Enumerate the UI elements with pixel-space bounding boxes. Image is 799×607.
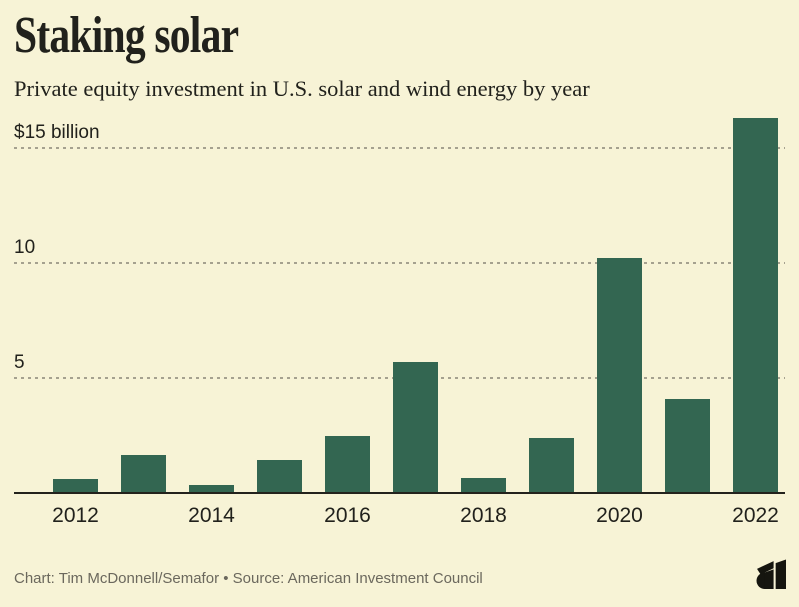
y-axis-label-15: $15 billion	[14, 122, 100, 143]
bar-2016	[325, 435, 370, 493]
bar-2022	[733, 118, 778, 493]
plot-area: $15 billion 10 5 2012 2014 2016 2018 2020 2022	[14, 0, 785, 607]
gridline-10	[14, 262, 785, 264]
x-axis-line	[14, 492, 785, 494]
x-axis-label-2022: 2022	[732, 504, 779, 527]
x-axis-label-2016: 2016	[324, 504, 371, 527]
bar-2019	[529, 437, 574, 493]
bar-2020	[597, 258, 642, 493]
bar-2015	[257, 459, 302, 493]
bar-2013	[121, 455, 166, 493]
x-axis-label-2018: 2018	[460, 504, 507, 527]
bar-2021	[665, 398, 710, 493]
y-axis-label-10: 10	[14, 237, 36, 258]
bar-2012	[53, 479, 98, 493]
bar-2014	[189, 484, 234, 493]
chart-title: Staking solar	[14, 7, 239, 64]
bar-2018	[461, 478, 506, 493]
semafor-logo-icon	[756, 559, 786, 589]
x-axis-label-2012: 2012	[52, 504, 99, 527]
y-axis-label-5: 5	[14, 352, 25, 373]
x-axis-label-2020: 2020	[596, 504, 643, 527]
gridline-15	[14, 147, 785, 149]
credit-line: Chart: Tim McDonnell/Semafor • Source: A…	[14, 570, 483, 587]
bar-2017	[393, 361, 438, 493]
x-axis-label-2014: 2014	[188, 504, 235, 527]
chart-subtitle: Private equity investment in U.S. solar …	[14, 76, 590, 101]
